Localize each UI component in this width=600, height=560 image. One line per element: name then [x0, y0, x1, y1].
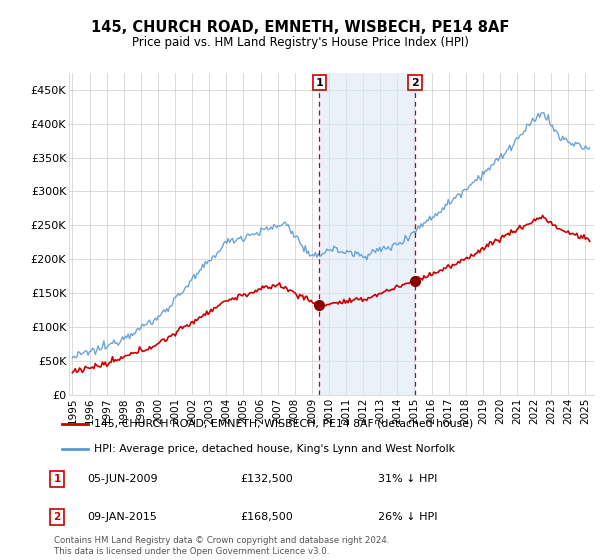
Text: 1: 1 — [53, 474, 61, 484]
Text: 2: 2 — [53, 512, 61, 522]
Text: 31% ↓ HPI: 31% ↓ HPI — [378, 474, 437, 484]
Text: 05-JUN-2009: 05-JUN-2009 — [87, 474, 158, 484]
Text: 1: 1 — [316, 78, 323, 87]
Bar — [319, 73, 415, 395]
Text: 145, CHURCH ROAD, EMNETH, WISBECH, PE14 8AF (detached house): 145, CHURCH ROAD, EMNETH, WISBECH, PE14 … — [94, 419, 473, 429]
Text: 09-JAN-2015: 09-JAN-2015 — [87, 512, 157, 522]
Text: £132,500: £132,500 — [240, 474, 293, 484]
Text: 145, CHURCH ROAD, EMNETH, WISBECH, PE14 8AF: 145, CHURCH ROAD, EMNETH, WISBECH, PE14 … — [91, 20, 509, 35]
Text: Price paid vs. HM Land Registry's House Price Index (HPI): Price paid vs. HM Land Registry's House … — [131, 36, 469, 49]
Text: HPI: Average price, detached house, King's Lynn and West Norfolk: HPI: Average price, detached house, King… — [94, 444, 455, 454]
Text: 26% ↓ HPI: 26% ↓ HPI — [378, 512, 437, 522]
Text: £168,500: £168,500 — [240, 512, 293, 522]
Text: Contains HM Land Registry data © Crown copyright and database right 2024.
This d: Contains HM Land Registry data © Crown c… — [54, 536, 389, 556]
Text: 2: 2 — [411, 78, 419, 87]
